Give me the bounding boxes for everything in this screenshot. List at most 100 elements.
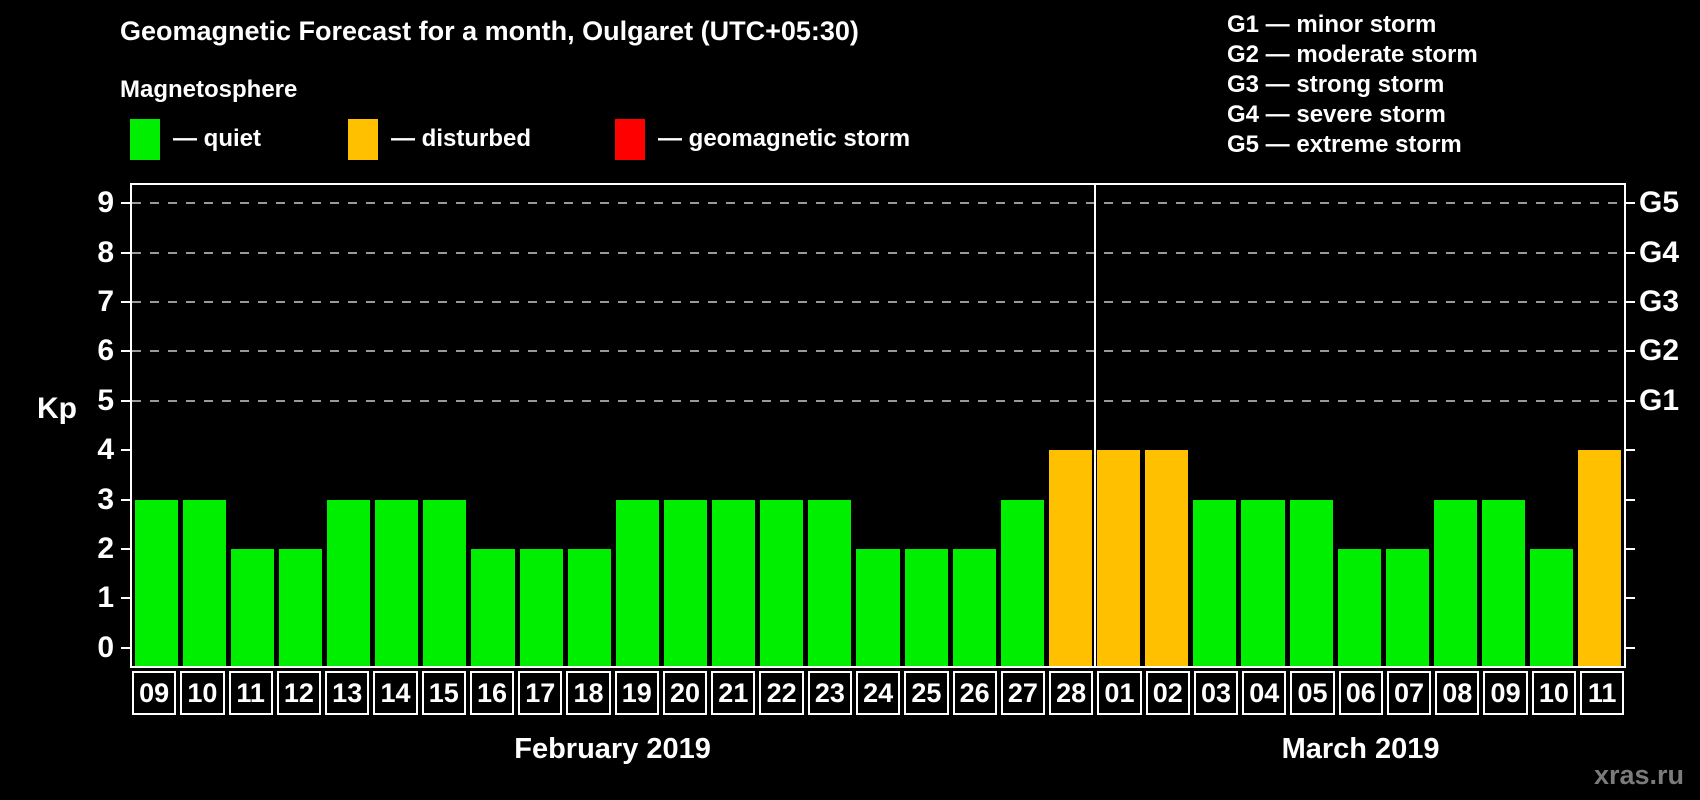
day-label-box: 28 [1049, 671, 1094, 715]
y-axis-title: Kp [37, 391, 77, 425]
y-axis-label-8: 8 [97, 235, 114, 269]
bar-slot-day-25 [902, 185, 950, 666]
y-axis-tick-right-8 [1626, 251, 1635, 254]
y-axis-tick-left-1 [121, 597, 130, 600]
day-label-slot: 10 [178, 670, 226, 716]
bar-slot-day-11 [1576, 185, 1624, 666]
kp-bar-quiet [663, 499, 707, 666]
day-label-slot: 06 [1337, 670, 1385, 716]
y-axis-tick-left-2 [121, 547, 130, 550]
gridline-kp-9 [132, 202, 1624, 205]
day-label-slot: 10 [1530, 670, 1578, 716]
day-label-slot: 08 [1433, 670, 1481, 716]
y-axis-tick-left-3 [121, 498, 130, 501]
kp-bar-quiet [423, 499, 467, 666]
right-axis-label-g1: G1 [1639, 383, 1680, 417]
kp-bar-quiet [1337, 548, 1381, 666]
day-label-slot: 07 [1385, 670, 1433, 716]
day-label-box: 08 [1435, 671, 1480, 715]
y-axis-tick-left-8 [121, 251, 130, 254]
g-legend-line-4: G4 — severe storm [1227, 101, 1446, 128]
right-axis-label-g5: G5 [1639, 186, 1680, 220]
bar-slot-day-10 [1528, 185, 1576, 666]
bars-container [132, 185, 1624, 666]
kp-bar-quiet [1289, 499, 1333, 666]
kp-bar-quiet [327, 499, 371, 666]
day-label-slot: 22 [757, 670, 805, 716]
day-label-slot: 23 [806, 670, 854, 716]
bar-slot-day-28 [1046, 185, 1094, 666]
day-label-slot: 21 [709, 670, 757, 716]
month-label-february: February 2019 [514, 733, 711, 765]
y-axis-label-7: 7 [97, 285, 114, 319]
day-label-box: 19 [614, 671, 659, 715]
y-axis-tick-left-7 [121, 301, 130, 304]
legend-item-disturbed: — disturbed [348, 118, 531, 160]
legend-item-storm: — geomagnetic storm [615, 118, 910, 160]
kp-bar-disturbed [1048, 450, 1092, 666]
day-label-slot: 04 [1240, 670, 1288, 716]
bar-slot-day-06 [1335, 185, 1383, 666]
day-label-slot: 27 [999, 670, 1047, 716]
bar-slot-day-12 [276, 185, 324, 666]
kp-bar-disturbed [1145, 450, 1189, 666]
bar-slot-day-05 [1287, 185, 1335, 666]
y-axis-label-4: 4 [97, 433, 114, 467]
bar-slot-day-24 [854, 185, 902, 666]
day-label-box: 13 [325, 671, 370, 715]
day-label-box: 09 [1483, 671, 1528, 715]
quiet-color-swatch [130, 118, 160, 160]
day-label-box: 02 [1145, 671, 1190, 715]
day-label-box: 17 [518, 671, 563, 715]
day-label-slot: 14 [371, 670, 419, 716]
bar-slot-day-09 [1480, 185, 1528, 666]
y-axis-label-1: 1 [97, 581, 114, 615]
day-label-box: 10 [1531, 671, 1576, 715]
y-axis-tick-left-9 [121, 202, 130, 205]
kp-bar-quiet [230, 548, 274, 666]
y-axis-tick-right-7 [1626, 301, 1635, 304]
y-axis-tick-left-5 [121, 399, 130, 402]
day-label-slot: 09 [130, 670, 178, 716]
gridline-kp-8 [132, 251, 1624, 254]
y-axis-tick-right-4 [1626, 449, 1635, 452]
day-label-box: 27 [1000, 671, 1046, 715]
y-axis-tick-right-6 [1626, 350, 1635, 353]
kp-bar-quiet [375, 499, 419, 666]
day-label-box: 03 [1193, 671, 1239, 715]
day-label-box: 23 [807, 671, 852, 715]
y-axis-tick-left-0 [121, 646, 130, 649]
legend-label-quiet: — quiet [173, 125, 261, 152]
kp-bar-quiet [952, 548, 996, 666]
day-label-box: 11 [228, 671, 273, 715]
day-label-box: 16 [469, 671, 515, 715]
day-label-box: 11 [1579, 671, 1625, 715]
bar-slot-day-15 [421, 185, 469, 666]
day-label-box: 04 [1242, 671, 1287, 715]
month-labels-row: February 2019 March 2019 [130, 733, 1626, 769]
kp-bar-quiet [808, 499, 852, 666]
kp-bar-quiet [182, 499, 226, 666]
kp-bar-quiet [1193, 499, 1237, 666]
day-label-box: 06 [1338, 671, 1383, 715]
day-label-box: 12 [276, 671, 322, 715]
day-label-box: 15 [421, 671, 466, 715]
g-legend-line-1: G1 — minor storm [1227, 11, 1437, 38]
kp-bar-disturbed [1097, 450, 1141, 666]
bar-slot-day-19 [613, 185, 661, 666]
day-label-slot: 19 [613, 670, 661, 716]
kp-bar-quiet [471, 548, 515, 666]
kp-bar-quiet [1433, 499, 1477, 666]
day-label-box: 07 [1386, 671, 1432, 715]
y-axis-label-9: 9 [97, 186, 114, 220]
kp-bar-quiet [134, 499, 178, 666]
bar-slot-day-18 [565, 185, 613, 666]
kp-bar-quiet [615, 499, 659, 666]
g-scale-legend: G1 — minor storm G2 — moderate storm G3 — … [1227, 10, 1478, 160]
day-label-box: 24 [855, 671, 901, 715]
y-axis-label-2: 2 [97, 531, 114, 565]
y-axis-tick-right-0 [1626, 646, 1635, 649]
kp-bar-chart-plot-area: Kp 0 1 2 3 4 5 6 7 8 9 G1 G2 G3 G4 G5 [37, 183, 1679, 668]
bar-slot-day-03 [1191, 185, 1239, 666]
day-label-box: 22 [759, 671, 804, 715]
